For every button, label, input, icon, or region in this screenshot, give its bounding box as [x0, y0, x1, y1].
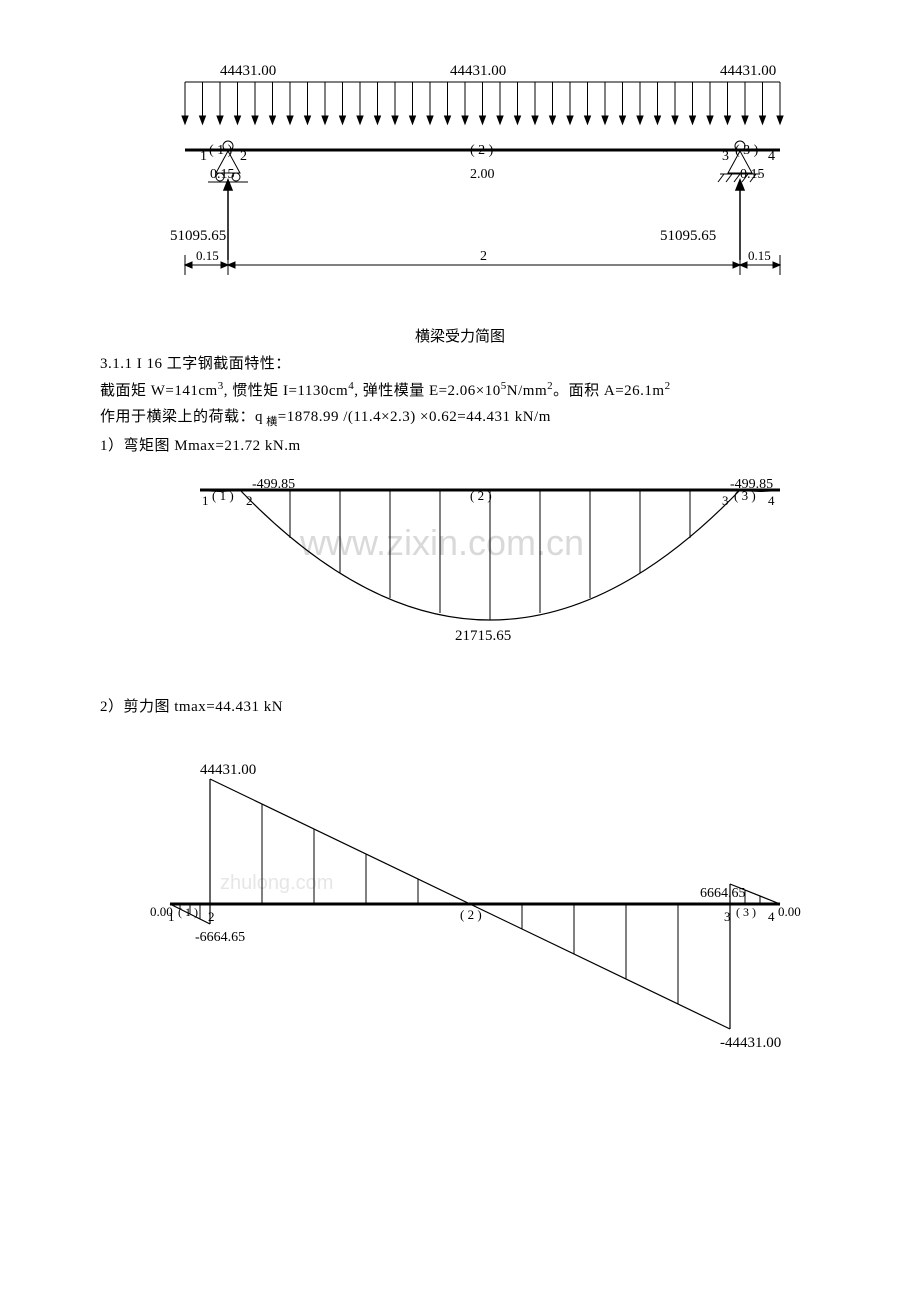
m-node1: 1	[202, 493, 209, 508]
s-0L: 0.00	[150, 904, 173, 919]
bdim-3: 0.15	[748, 248, 771, 263]
s-node2: 2	[208, 909, 215, 924]
node-2: 2	[240, 149, 247, 164]
dim-015-a: 0.15	[210, 167, 235, 182]
load-label-left: 44431.00	[220, 63, 276, 79]
load-calc-line: 作用于横梁上的荷载：q 横=1878.99 /(11.4×2.3) ×0.62=…	[100, 405, 820, 432]
load-label-right: 44431.00	[720, 63, 776, 79]
dim-015-b: 0.15	[740, 167, 765, 182]
reaction-left: 51095.65	[170, 228, 226, 244]
s-posR: 6664.65	[700, 886, 746, 901]
load-diagram: 44431.00 44431.00 44431.00	[100, 60, 820, 315]
moment-diagram: www.zixin.com.cn 1 ( 1 ) 2 ( 2 ) 3 ( 3 )…	[100, 460, 820, 665]
section-props: 截面矩 W=141cm3, 惯性矩 I=1130cm4, 弹性模量 E=2.06…	[100, 378, 820, 403]
m-node2: 2	[246, 493, 253, 508]
s-bottom: -44431.00	[720, 1035, 781, 1049]
dim-200: 2.00	[470, 167, 495, 182]
caption-load: 横梁受力简图	[100, 325, 820, 346]
watermark2-icon: zhulong.com	[220, 872, 333, 894]
m-node4: 4	[768, 493, 775, 508]
node-4: 4	[768, 149, 775, 164]
m-node3: 3	[722, 493, 729, 508]
watermark-icon: www.zixin.com.cn	[299, 522, 584, 563]
bdim-1: 0.15	[196, 248, 219, 263]
s-top: 44431.00	[200, 762, 256, 778]
shear-diagram: zhulong.com 1 ( 1 ) 2 ( 2 ) 3 ( 3 ) 4	[100, 749, 820, 1054]
m-topR: -499.85	[730, 477, 773, 492]
s-span3: ( 3 )	[736, 905, 756, 919]
reaction-right: 51095.65	[660, 228, 716, 244]
section-heading: 3.1.1 I 16 工字钢截面特性：	[100, 352, 820, 376]
node-1: 1	[200, 149, 207, 164]
s-negL: -6664.65	[195, 930, 245, 945]
m-bottom: 21715.65	[455, 628, 511, 644]
node-3: 3	[722, 149, 729, 164]
m-topL: -499.85	[252, 477, 295, 492]
m-span2: ( 2 )	[470, 488, 492, 503]
shear-heading: 2）剪力图 tmax=44.431 kN	[100, 695, 820, 719]
load-label-mid: 44431.00	[450, 63, 506, 79]
m-span1: ( 1 )	[212, 488, 234, 503]
span-2: ( 2 )	[470, 143, 494, 158]
bdim-2: 2	[480, 249, 487, 264]
s-node4: 4	[768, 909, 775, 924]
s-span2: ( 2 )	[460, 907, 482, 922]
moment-heading: 1）弯矩图 Mmax=21.72 kN.m	[100, 434, 820, 458]
s-0R: 0.00	[778, 904, 801, 919]
